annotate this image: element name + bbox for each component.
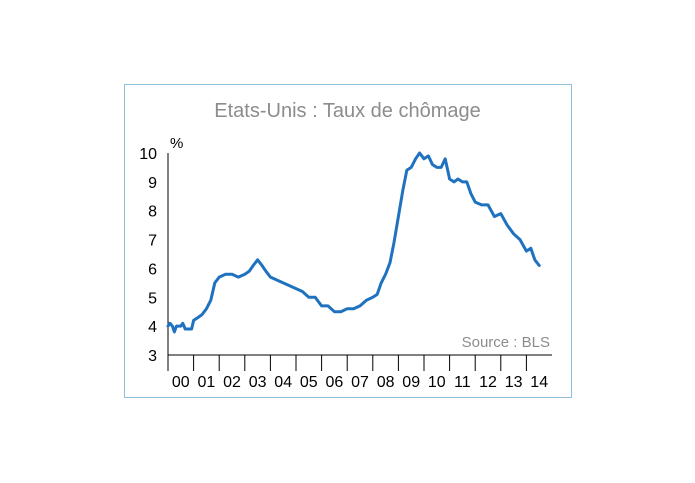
y-tick-label: 7 [148,233,157,250]
x-tick-label: 03 [249,374,267,391]
x-tick-label: 06 [326,374,344,391]
x-tick-label: 02 [223,374,241,391]
y-unit-label: % [170,135,183,152]
x-tick-label: 09 [402,374,420,391]
y-tick-label: 3 [148,348,157,365]
y-tick-label: 8 [148,204,157,221]
y-tick-label: 6 [148,261,157,278]
x-tick-label: 14 [530,374,548,391]
series-line [166,151,541,334]
y-tick-label: 9 [148,175,157,192]
x-tick-label: 11 [454,374,471,391]
chart-frame [124,84,572,398]
x-tick-label: 12 [479,374,497,391]
x-tick-label: 13 [505,374,523,391]
y-tick-label: 4 [148,319,157,336]
x-tick-label: 08 [377,374,395,391]
x-tick-label: 05 [300,374,318,391]
x-tick-label: 00 [172,374,190,391]
x-tick-label: 04 [274,374,292,391]
source-note: Source : BLS [462,334,550,351]
y-tick-label: 5 [148,290,157,307]
x-tick-label: 01 [198,374,216,391]
y-tick-label: 10 [139,146,157,163]
chart-title: Etats-Unis : Taux de chômage [214,100,481,122]
x-tick-label: 10 [428,374,446,391]
x-tick-label: 07 [351,374,369,391]
